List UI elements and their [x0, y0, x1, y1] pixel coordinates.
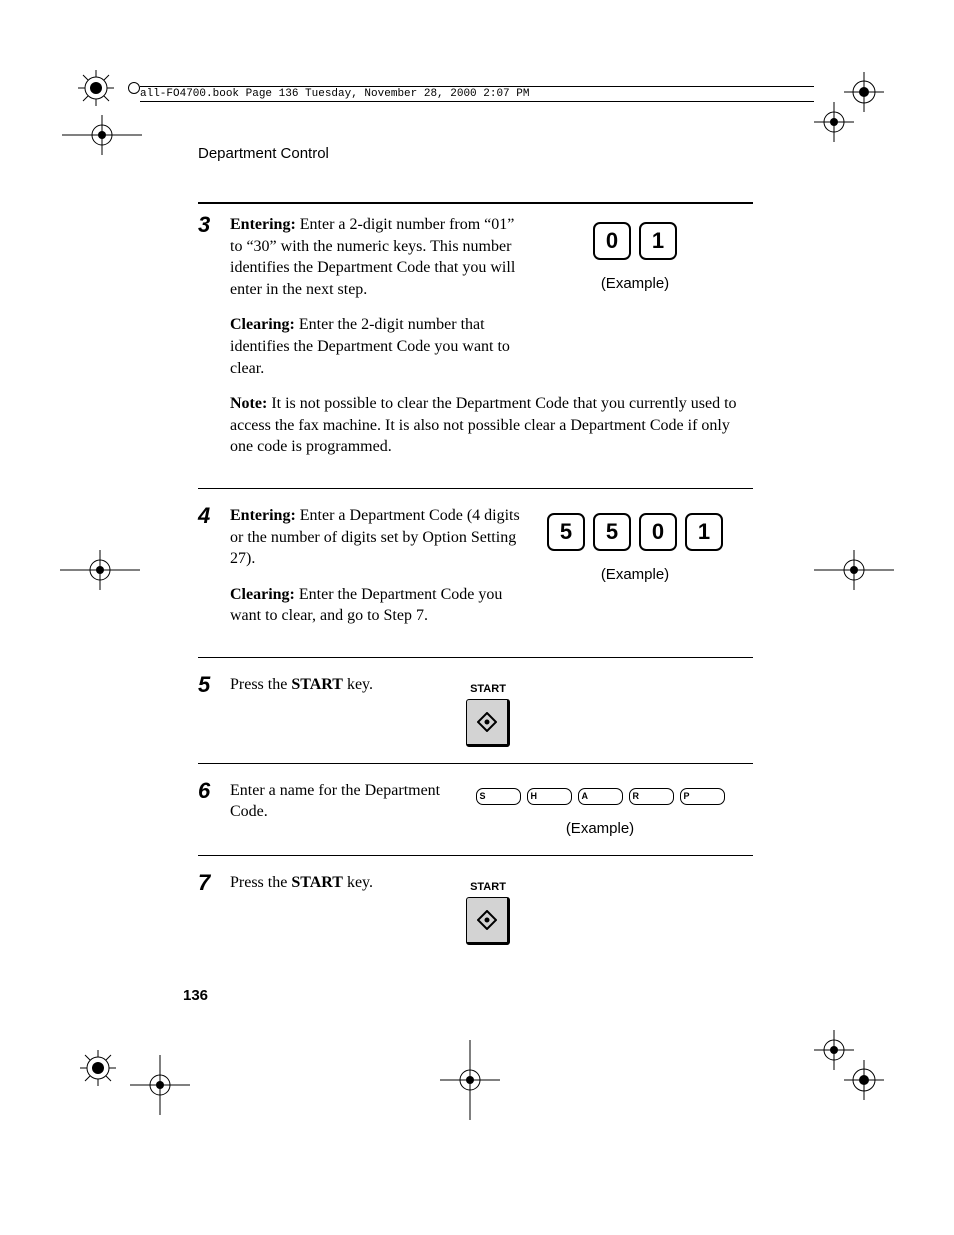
start-label: START — [470, 682, 506, 697]
page-content: Department Control 3 Entering: Enter a 2… — [198, 145, 753, 949]
letter-key: P — [680, 788, 725, 805]
entering-label: Entering: — [230, 507, 296, 524]
numeric-key: 5 — [547, 513, 585, 551]
step-text-post: key. — [343, 676, 373, 693]
clearing-label: Clearing: — [230, 316, 295, 333]
step-text-bold: START — [291, 874, 343, 891]
clearing-label: Clearing: — [230, 586, 295, 603]
step-number: 6 — [198, 780, 216, 802]
numeric-key: 0 — [639, 513, 677, 551]
step-5-illustration: START — [383, 674, 593, 747]
reg-mark-tr — [814, 72, 884, 142]
step-3-illustration: 0 1 (Example) — [530, 214, 740, 393]
entering-label: Entering: — [230, 216, 296, 233]
step-6-text: Enter a name for the Department Code. — [230, 780, 460, 823]
reg-mark-ml — [60, 550, 140, 590]
example-label: (Example) — [566, 819, 634, 839]
step-text-post: key. — [343, 874, 373, 891]
page-number: 136 — [183, 987, 208, 1004]
header-text: all-FO4700.book Page 136 Tuesday, Novemb… — [140, 88, 529, 100]
crop-mark-tl-sun — [78, 70, 114, 106]
print-header: all-FO4700.book Page 136 Tuesday, Novemb… — [140, 86, 814, 102]
divider — [198, 202, 753, 204]
start-key-icon — [466, 699, 510, 747]
numeric-key: 0 — [593, 222, 631, 260]
step-7-illustration: START — [383, 872, 593, 945]
start-key-icon — [466, 897, 510, 945]
divider — [198, 855, 753, 856]
step-number: 7 — [198, 872, 216, 894]
step-7: 7 Press the START key. START — [198, 872, 753, 945]
step-4: 4 Entering: Enter a Department Code (4 d… — [198, 505, 753, 641]
step-6-illustration: S H A R P (Example) — [470, 780, 730, 839]
step-number: 4 — [198, 505, 216, 527]
step-text-pre: Press the — [230, 874, 291, 891]
start-label: START — [470, 880, 506, 895]
step-4-illustration: 5 5 0 1 (Example) — [530, 505, 740, 641]
step-number: 3 — [198, 214, 216, 236]
letter-key: S — [476, 788, 521, 805]
reg-mark-bl — [130, 1055, 190, 1115]
step-6: 6 Enter a name for the Department Code. … — [198, 780, 753, 839]
reg-mark-mr — [814, 550, 894, 590]
step-number: 5 — [198, 674, 216, 696]
numeric-key: 1 — [639, 222, 677, 260]
divider — [198, 657, 753, 658]
note-text: It is not possible to clear the Departme… — [230, 395, 737, 455]
step-text-bold: START — [291, 676, 343, 693]
letter-key: A — [578, 788, 623, 805]
divider — [198, 488, 753, 489]
numeric-key: 5 — [593, 513, 631, 551]
section-title: Department Control — [198, 145, 753, 162]
example-label: (Example) — [601, 274, 669, 294]
reg-mark-tl — [62, 115, 142, 155]
reg-mark-bc — [440, 1040, 500, 1120]
numeric-key: 1 — [685, 513, 723, 551]
note-label: Note: — [230, 395, 267, 412]
step-text-pre: Press the — [230, 676, 291, 693]
divider — [198, 763, 753, 764]
step-5: 5 Press the START key. START — [198, 674, 753, 747]
reg-mark-br — [814, 1030, 884, 1100]
crop-mark-bl-sun — [80, 1050, 116, 1086]
letter-key: H — [527, 788, 572, 805]
letter-key: R — [629, 788, 674, 805]
step-3: 3 Entering: Enter a 2-digit number from … — [198, 214, 753, 472]
example-label: (Example) — [601, 565, 669, 585]
